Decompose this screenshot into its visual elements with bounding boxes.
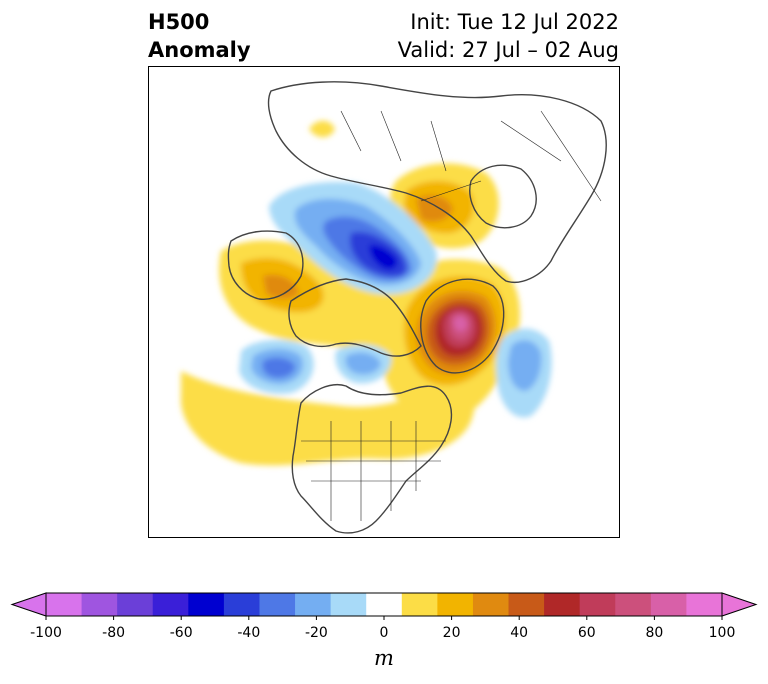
colorbar-tick-label: -100: [30, 625, 62, 641]
colorbar-segment: [295, 593, 332, 616]
anomaly-map: [149, 67, 619, 537]
colorbar-unit: m: [374, 646, 394, 670]
title-left: H500 Anomaly: [148, 8, 251, 64]
colorbar-segment: [117, 593, 154, 616]
coastline-greenland: [420, 278, 505, 374]
colorbar-extend-max: [721, 592, 758, 617]
colorbar-segment: [46, 593, 83, 616]
anomaly-alaska-core: [263, 274, 299, 299]
colorbar-segment: [579, 593, 616, 616]
political-borders: [301, 110, 602, 521]
title-variable: H500: [148, 10, 210, 34]
colorbar-extend-min: [10, 592, 47, 617]
colorbar-tick-label: -40: [237, 625, 261, 641]
valid-range: Valid: 27 Jul – 02 Aug: [397, 38, 619, 62]
title-type: Anomaly: [148, 38, 251, 62]
colorbar-segment: [366, 593, 403, 616]
anomaly-atlantic-30: [508, 340, 542, 391]
colorbar-segment: [223, 593, 260, 616]
colorbar-segment: [615, 593, 652, 616]
colorbar-tick-label: 80: [645, 625, 664, 641]
colorbar-tick-label: -20: [304, 625, 328, 641]
colorbar-tick-label: -80: [102, 625, 126, 641]
colorbar-segment: [437, 593, 474, 616]
anomaly-siberia-40: [416, 195, 453, 222]
colorbar-segment: [401, 593, 438, 616]
colorbar-segment: [544, 593, 581, 616]
colorbar-tick-label: 100: [708, 625, 736, 641]
anomaly-greenland-90: [453, 316, 468, 332]
colorbar-tick-label: 60: [577, 625, 596, 641]
colorbar-segment: [81, 593, 118, 616]
title-right: Init: Tue 12 Jul 2022 Valid: 27 Jul – 02…: [398, 8, 619, 64]
colorbar-tick-label: 0: [379, 625, 389, 641]
colorbar: [10, 592, 758, 620]
coastline-eurasia: [267, 81, 607, 283]
init-date: Init: Tue 12 Jul 2022: [410, 10, 619, 34]
coastline-alaska: [227, 230, 304, 300]
anomaly-pacific-40: [262, 357, 296, 378]
colorbar-tick-label: 20: [442, 625, 461, 641]
coastline-arctic-archipelago: [288, 278, 422, 357]
colorbar-tick-label: -60: [169, 625, 193, 641]
colorbar-segment: [472, 593, 510, 616]
colorbar-tick-label: 40: [510, 625, 529, 641]
anomaly-eurasia-small: [309, 120, 335, 138]
anomaly-contours: [180, 120, 552, 466]
anomaly-hudson-30: [345, 352, 381, 375]
map-panel: [148, 66, 620, 538]
anomaly-us-positive: [180, 371, 475, 466]
anomaly-arctic-60: [369, 244, 398, 270]
colorbar-segment: [650, 593, 687, 616]
colorbar-segment: [188, 593, 225, 616]
coastline-europe: [469, 164, 537, 229]
colorbar-segment: [152, 593, 189, 616]
colorbar-segment: [686, 593, 723, 616]
colorbar-segment: [330, 593, 367, 616]
colorbar-segment: [259, 593, 296, 616]
colorbar-segment: [508, 593, 545, 616]
